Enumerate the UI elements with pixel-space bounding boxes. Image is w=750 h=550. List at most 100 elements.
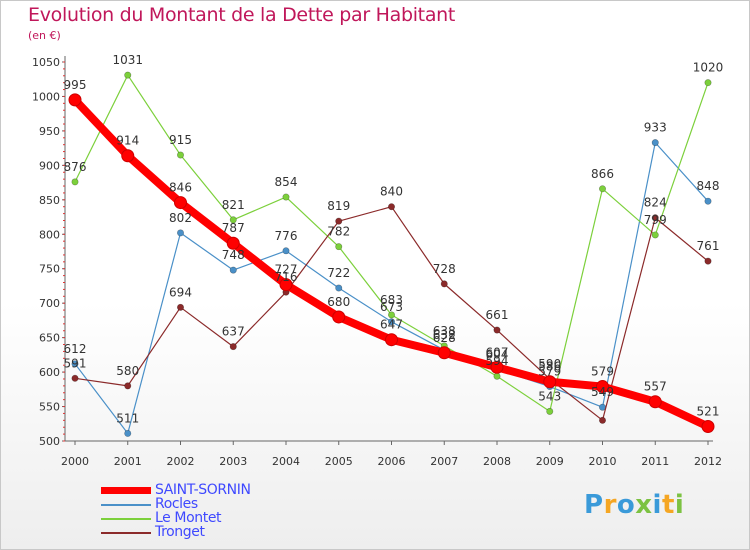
y-tick-label: 600 <box>39 366 60 379</box>
data-point <box>177 229 185 237</box>
data-point <box>490 360 504 374</box>
y-tick-label: 550 <box>39 401 60 414</box>
data-point <box>493 372 501 380</box>
data-label: 549 <box>591 385 614 399</box>
data-point <box>387 203 395 211</box>
legend-item: Tronget <box>101 524 321 540</box>
data-label: 607 <box>486 345 509 359</box>
data-point <box>226 236 240 250</box>
data-label: 683 <box>380 293 403 307</box>
data-point <box>335 217 343 225</box>
legend-swatch <box>101 518 151 520</box>
data-label: 647 <box>380 318 403 332</box>
data-point <box>68 93 82 107</box>
data-point <box>332 310 346 324</box>
data-label: 586 <box>538 360 561 374</box>
data-label: 866 <box>591 167 614 181</box>
legend-label: Rocles <box>155 496 198 512</box>
data-label: 915 <box>169 133 192 147</box>
data-point <box>543 375 557 389</box>
data-label: 761 <box>697 239 720 253</box>
data-point <box>651 231 659 239</box>
data-point <box>335 243 343 251</box>
data-point <box>121 149 135 163</box>
data-label: 638 <box>433 324 456 338</box>
proxiti-logo: Proxiti <box>584 490 684 520</box>
data-label: 748 <box>222 248 245 262</box>
data-label: 590 <box>538 357 561 371</box>
data-label: 840 <box>380 185 403 199</box>
data-point <box>493 326 501 334</box>
data-label: 591 <box>64 356 87 370</box>
x-tick-label: 2006 <box>378 455 406 468</box>
legend-swatch <box>101 532 151 534</box>
legend-item: SAINT-SORNIN <box>101 482 321 498</box>
data-label: 594 <box>486 354 509 368</box>
y-tick-label: 800 <box>39 228 60 241</box>
data-label: 1031 <box>112 53 143 67</box>
data-label: 846 <box>169 181 192 195</box>
data-point <box>177 303 185 311</box>
data-point <box>71 360 79 368</box>
data-label: 661 <box>486 308 509 322</box>
y-tick-label: 500 <box>39 435 60 448</box>
data-point <box>701 420 715 434</box>
y-tick-label: 850 <box>39 194 60 207</box>
logo-letter: t <box>661 490 675 520</box>
x-tick-label: 2011 <box>641 455 669 468</box>
x-tick-label: 2007 <box>430 455 458 468</box>
data-label: 612 <box>64 342 87 356</box>
data-point <box>229 343 237 351</box>
x-tick-label: 2000 <box>61 455 89 468</box>
data-point <box>124 382 132 390</box>
logo-letter: i <box>674 490 685 520</box>
data-point <box>174 196 187 210</box>
data-label: 694 <box>169 285 192 299</box>
data-label: 848 <box>697 179 720 193</box>
y-tick-label: 700 <box>39 297 60 310</box>
logo-letter: P <box>584 490 604 520</box>
legend-swatch <box>101 487 151 494</box>
data-point <box>71 178 79 186</box>
data-label: 673 <box>380 300 403 314</box>
legend-label: SAINT-SORNIN <box>155 482 251 498</box>
data-label: 716 <box>275 270 298 284</box>
data-label: 776 <box>275 229 298 243</box>
x-tick-label: 2005 <box>325 455 353 468</box>
data-point <box>651 214 659 222</box>
data-point <box>279 278 293 292</box>
data-label: 914 <box>116 134 139 148</box>
legend-label: Le Montet <box>155 510 222 526</box>
data-label: 821 <box>222 198 245 212</box>
logo-letter: i <box>652 490 662 520</box>
y-tick-label: 900 <box>39 159 60 172</box>
data-point <box>177 151 185 159</box>
x-tick-label: 2004 <box>272 455 300 468</box>
data-label: 802 <box>169 211 192 225</box>
data-point <box>598 416 606 424</box>
x-tick-label: 2008 <box>483 455 511 468</box>
data-point <box>651 139 659 147</box>
data-point <box>282 247 290 255</box>
data-point <box>437 346 451 360</box>
data-label: 637 <box>222 325 245 339</box>
data-label: 933 <box>644 121 667 135</box>
data-point <box>596 380 609 394</box>
data-label: 521 <box>697 405 720 419</box>
chart-title: Evolution du Montant de la Dette par Hab… <box>28 4 456 26</box>
logo-letter: x <box>635 490 653 520</box>
x-tick-label: 2003 <box>219 455 247 468</box>
data-label: 824 <box>644 196 667 210</box>
data-point <box>282 193 290 201</box>
data-point <box>387 318 395 326</box>
data-point <box>124 429 132 437</box>
data-label: 727 <box>275 263 298 277</box>
y-tick-label: 1000 <box>32 90 60 103</box>
x-tick-label: 2001 <box>114 455 142 468</box>
data-label: 995 <box>64 78 87 92</box>
data-label: 680 <box>327 295 350 309</box>
data-point <box>598 185 606 193</box>
legend: SAINT-SORNIN Rocles Le Montet Tronget <box>101 482 321 540</box>
